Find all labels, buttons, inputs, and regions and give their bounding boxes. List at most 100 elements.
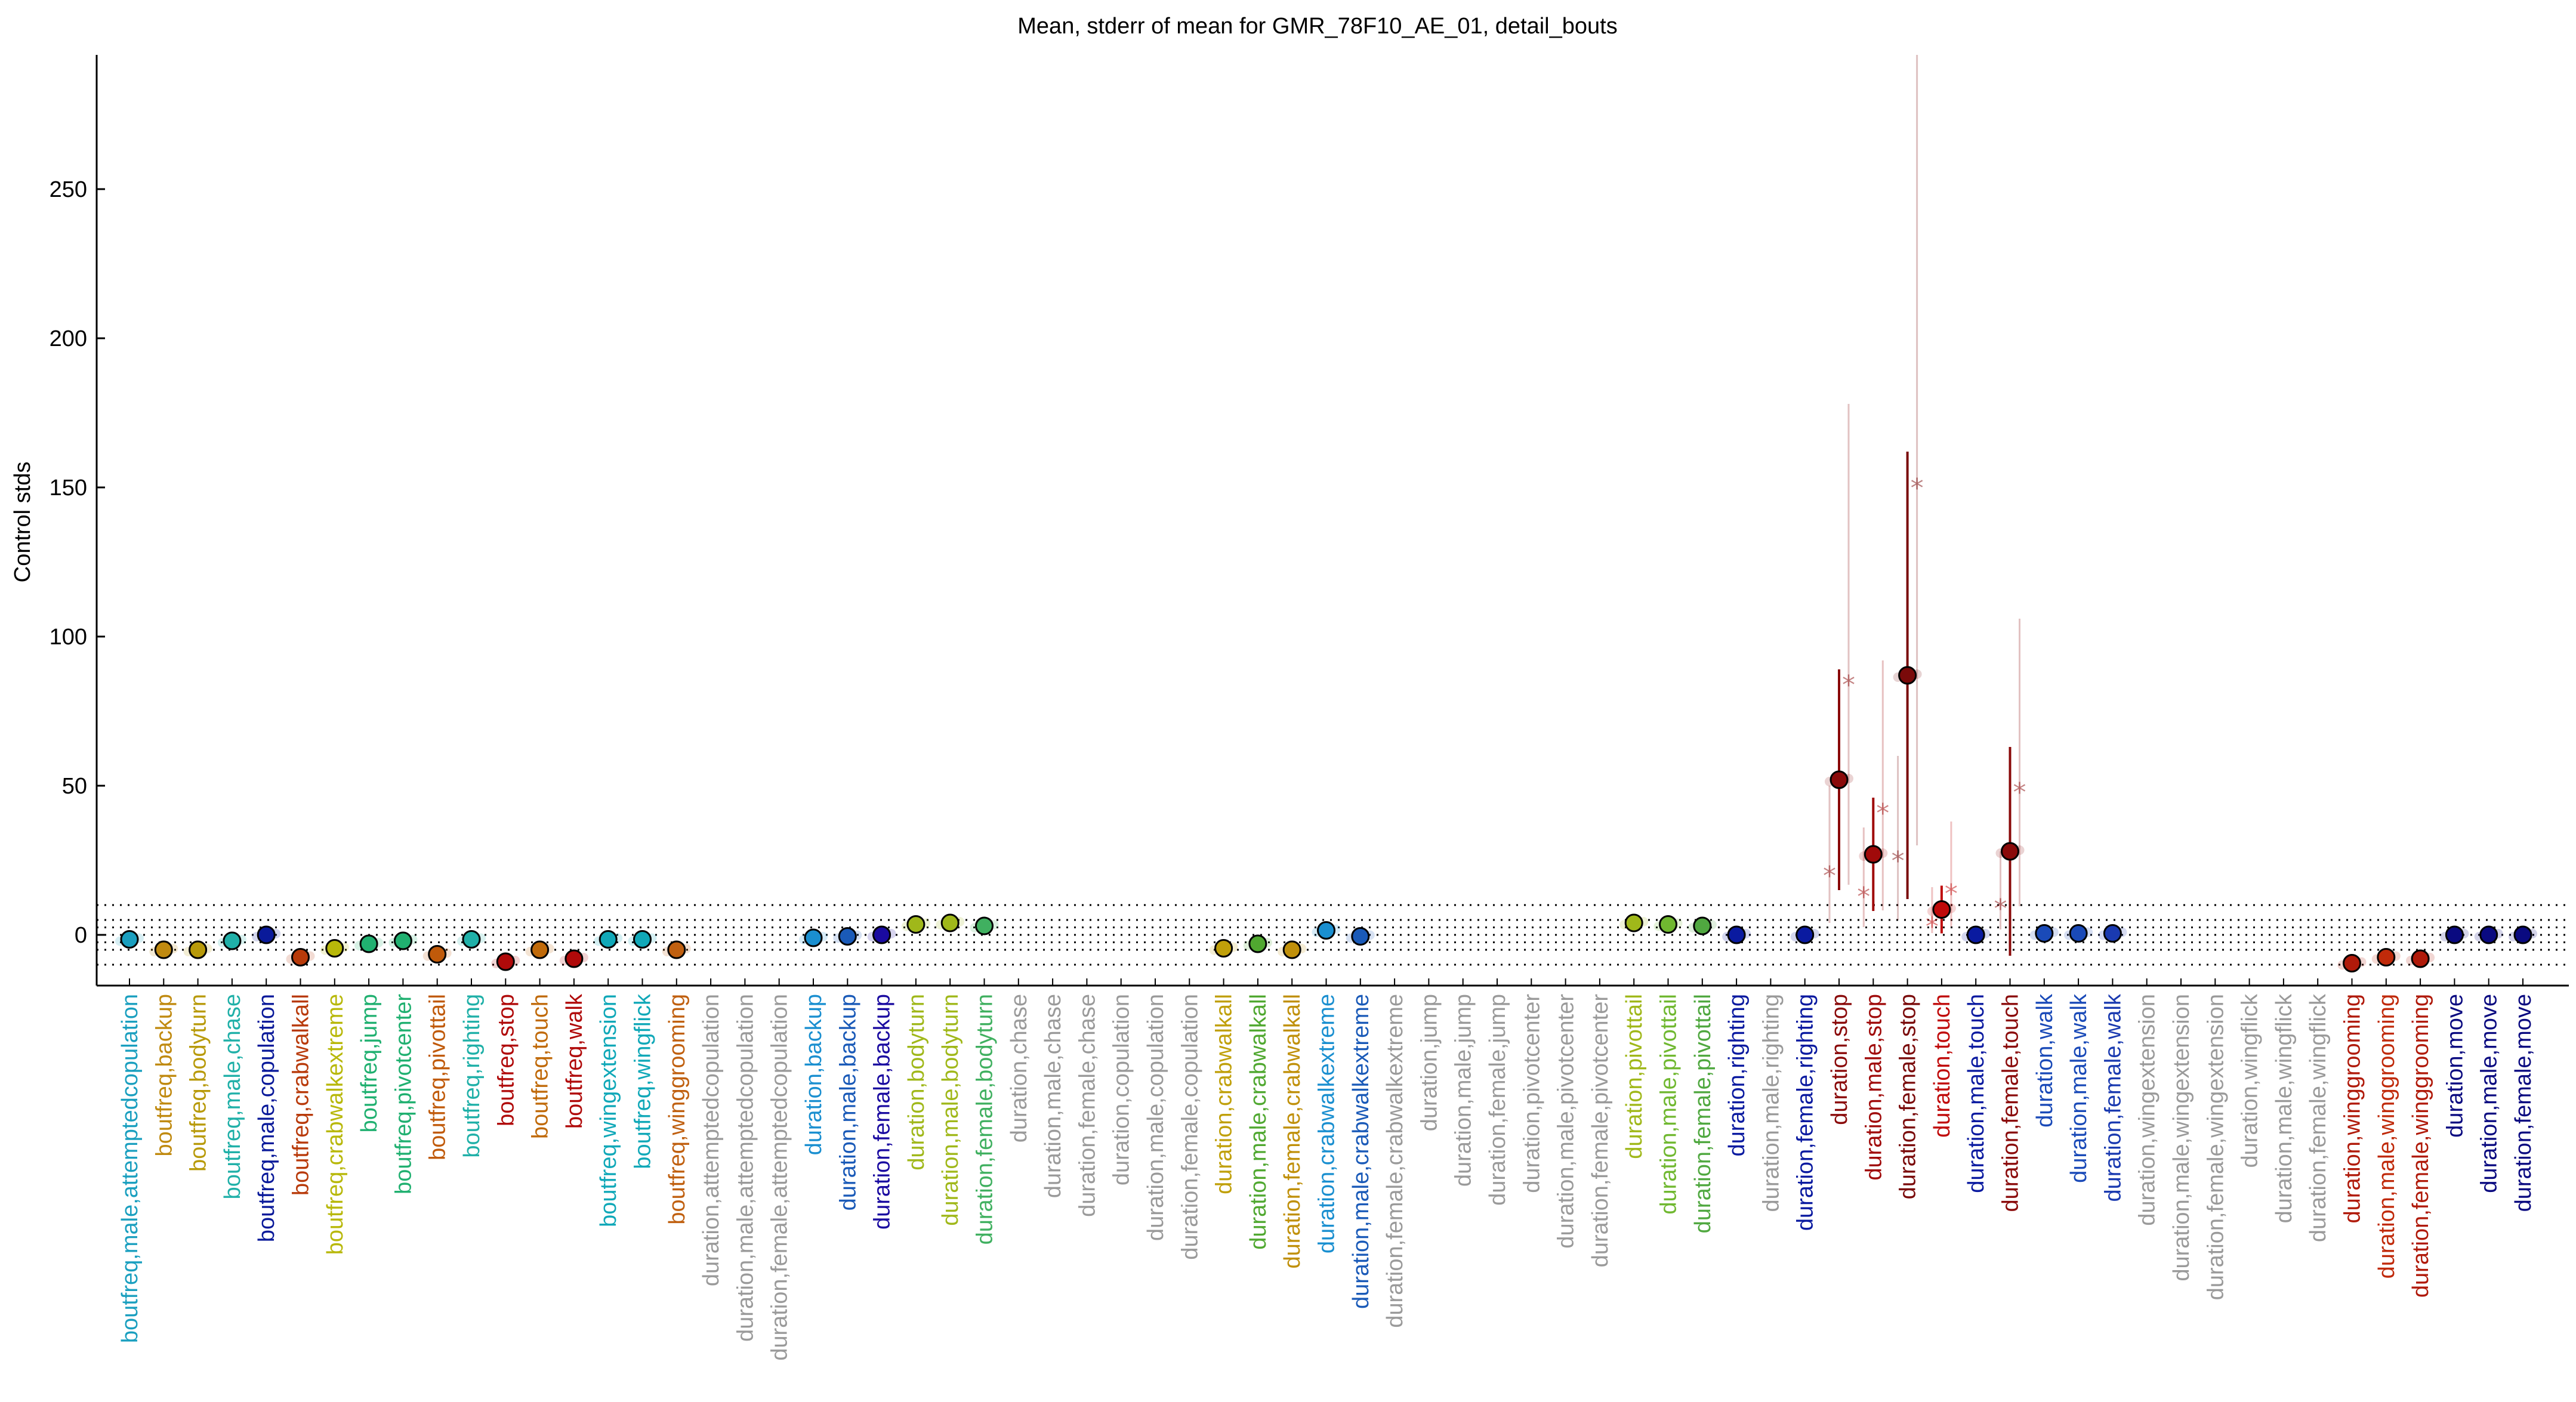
individual-point: * (1857, 882, 1870, 912)
x-tick-label: duration,pivottail (1622, 994, 1647, 1159)
data-point (496, 952, 515, 971)
x-tick-label: duration,female,pivottail (1690, 994, 1716, 1233)
data-point (530, 940, 550, 959)
y-tick-label: 50 (62, 774, 87, 799)
x-tick-label: duration,male,winggrooming (2374, 994, 2399, 1279)
x-tick-label: boutfreq,winggrooming (665, 994, 690, 1225)
individual-point: * (1892, 846, 1905, 876)
data-point (291, 948, 310, 966)
x-tick-label: duration,female,walk (2100, 993, 2125, 1202)
data-point (1317, 921, 1335, 940)
data-point (667, 940, 686, 959)
x-tick-label: duration,touch (1930, 994, 1955, 1138)
data-point (804, 928, 823, 947)
data-point (1659, 915, 1677, 934)
x-tick-label: duration,female,copulation (1177, 994, 1202, 1260)
x-tick-label: duration,female,jump (1485, 994, 1510, 1206)
x-tick-label: duration,female,crabwalkextreme (1383, 994, 1408, 1328)
data-point (462, 930, 481, 949)
x-tick-label: duration,male,righting (1759, 994, 1784, 1212)
x-tick-label: duration,male,move (2477, 994, 2502, 1193)
data-point (428, 945, 447, 964)
x-tick-label: duration,walk (2032, 993, 2057, 1128)
x-tick-label: duration,female,wingflick (2306, 993, 2331, 1242)
data-point (2377, 948, 2396, 966)
x-tick-label: duration,female,touch (1998, 994, 2023, 1212)
data-point (1248, 934, 1267, 953)
x-tick-label: duration,winggrooming (2340, 994, 2365, 1223)
x-tick-label: duration,crabwalkextreme (1315, 994, 1340, 1253)
individual-point: * (1945, 879, 1958, 909)
x-tick-label: boutfreq,male,attemptedcopulation (118, 994, 143, 1343)
x-tick-label: duration,crabwalkall (1212, 994, 1237, 1194)
x-tick-label: boutfreq,crabwalkall (289, 994, 314, 1196)
data-point (393, 931, 412, 950)
x-tick-label: duration,male,attemptedcopulation (733, 994, 758, 1342)
x-tick-label: duration,stop (1827, 994, 1852, 1125)
x-tick-label: duration,male,crabwalkall (1246, 994, 1271, 1250)
x-tick-labels: boutfreq,male,attemptedcopulation boutfre… (118, 978, 2536, 1361)
data-point (359, 934, 378, 953)
x-tick-label: duration,female,winggrooming (2408, 994, 2433, 1298)
y-axis-label: Control stds (10, 462, 35, 583)
data-point (1351, 927, 1370, 946)
y-tick-label: 0 (75, 923, 87, 948)
data-point (564, 949, 584, 968)
data-point (257, 925, 276, 944)
data-point (872, 925, 891, 944)
x-tick-label: boutfreq,jump (357, 994, 382, 1132)
chart-title: Mean, stderr of mean for GMR_78F10_AE_01… (1017, 14, 1617, 39)
data-point (1727, 925, 1746, 944)
x-tick-label: duration,female,pivotcenter (1588, 994, 1613, 1268)
individual-point: * (1994, 894, 2007, 924)
individual-point: * (1876, 798, 1889, 829)
data-point (940, 913, 960, 932)
x-tick-label: duration,female,stop (1896, 994, 1921, 1199)
data-point (975, 916, 994, 935)
axes (95, 55, 2569, 987)
x-tick-label: duration,male,jump (1451, 994, 1476, 1187)
x-tick-label: duration,female,crabwalkall (1280, 994, 1305, 1268)
x-tick-label: duration,male,touch (1964, 994, 1989, 1193)
x-tick-label: duration,attemptedcopulation (699, 994, 724, 1286)
individual-point: * (1911, 473, 1924, 504)
individual-point: * (2013, 777, 2026, 808)
x-tick-label: duration,male,stop (1861, 994, 1886, 1181)
x-tick-label: boutfreq,male,copulation (254, 994, 279, 1242)
x-tick-label: boutfreq,wingflick (631, 993, 656, 1169)
x-tick-label: duration,jump (1417, 994, 1442, 1131)
y-tick-label: 100 (50, 625, 87, 650)
x-tick-label: boutfreq,righting (459, 994, 485, 1158)
x-tick-label: boutfreq,walk (562, 993, 587, 1129)
x-tick-label: duration,female,bodyturn (973, 994, 998, 1244)
individual-points: ******** ** (1823, 55, 2026, 942)
y-tick-label: 250 (50, 177, 87, 202)
x-tick-label: duration,male,walk (2066, 993, 2091, 1183)
x-tick-label: duration,male,backup (835, 994, 860, 1210)
data-point (2035, 924, 2054, 943)
y-tick-label: 200 (50, 326, 87, 351)
x-tick-label: duration,female,wingextension (2203, 994, 2228, 1300)
data-point (2001, 842, 2019, 861)
x-tick-label: duration,male,crabwalkextreme (1349, 994, 1374, 1309)
data-point (1693, 916, 1712, 935)
data-point (633, 930, 652, 949)
data-point (154, 940, 173, 959)
individual-point: * (1926, 912, 1939, 942)
data-point (2103, 924, 2122, 943)
data-point (1932, 900, 1951, 919)
individual-point: * (1823, 861, 1836, 891)
data-point (1864, 845, 1883, 864)
mean-markers (115, 666, 2537, 972)
x-tick-label: boutfreq,touch (528, 994, 553, 1139)
x-tick-label: boutfreq,pivotcenter (391, 994, 416, 1194)
y-ticks: 0 50 100 150 200 250 (50, 177, 105, 948)
error-bars (128, 452, 2524, 966)
x-tick-label: boutfreq,wingextension (596, 994, 621, 1227)
x-tick-label: duration,wingflick (2238, 993, 2263, 1168)
data-point (2445, 925, 2464, 944)
x-tick-label: duration,male,pivotcenter (1554, 994, 1579, 1249)
x-tick-label: boutfreq,bodyturn (186, 994, 211, 1172)
x-tick-label: boutfreq,male,chase (220, 994, 245, 1199)
